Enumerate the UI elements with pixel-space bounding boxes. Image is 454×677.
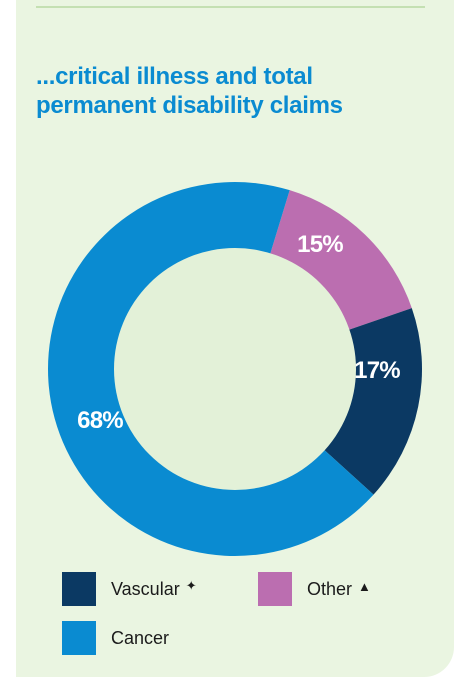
legend-label-vascular: Vascular — [111, 579, 180, 600]
donut-center — [114, 248, 356, 490]
legend-swatch-vascular — [62, 572, 96, 606]
legend-swatch-other — [258, 572, 292, 606]
legend-item-cancer: Cancer — [62, 621, 169, 655]
legend-mark-vascular: ✦ — [186, 578, 197, 594]
slice-label-other: 15% — [297, 231, 343, 258]
slice-label-vascular: 17% — [354, 357, 400, 384]
legend-swatch-cancer — [62, 621, 96, 655]
legend-mark-other: ▲ — [358, 579, 371, 594]
legend-item-other: Other ▲ — [258, 572, 371, 606]
legend-label-cancer: Cancer — [111, 628, 169, 649]
legend-item-vascular: Vascular ✦ — [62, 572, 197, 606]
slice-label-cancer: 68% — [77, 407, 123, 434]
legend-label-other: Other — [307, 579, 352, 600]
